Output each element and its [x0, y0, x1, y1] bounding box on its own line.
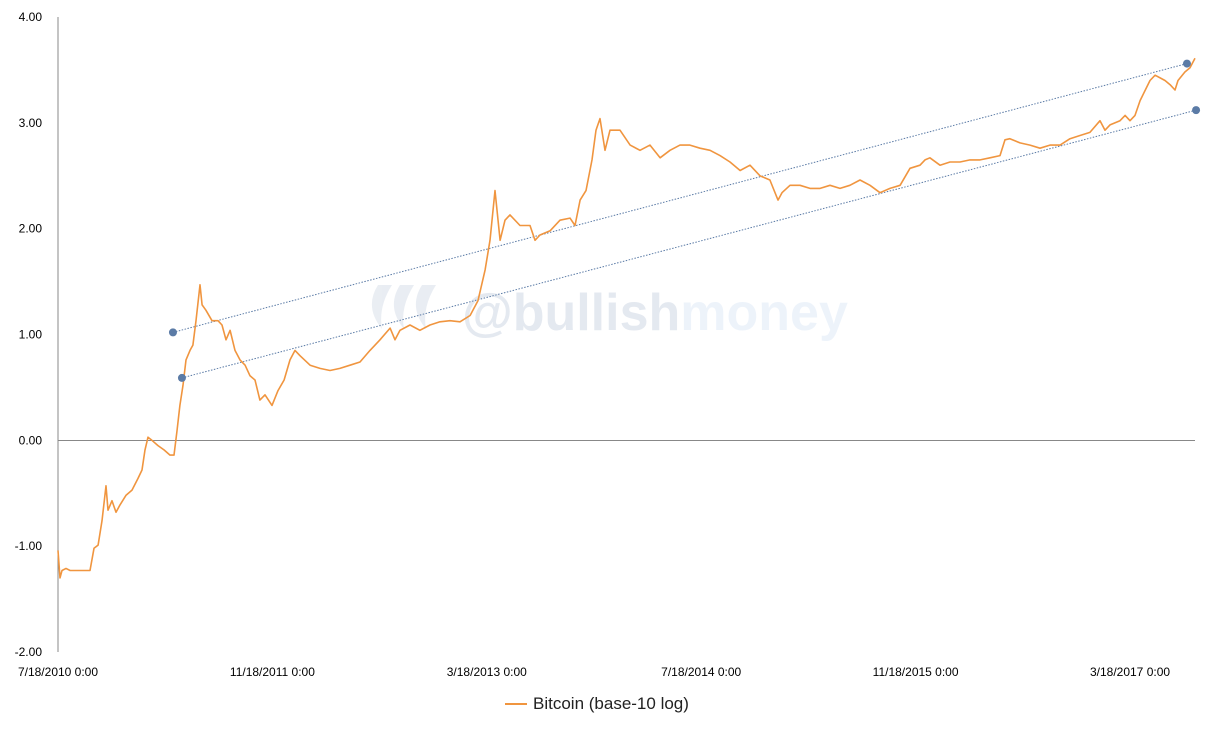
legend: Bitcoin (base-10 log) — [505, 694, 689, 714]
y-tick-label: 0.00 — [19, 433, 43, 447]
legend-label-bitcoin: Bitcoin (base-10 log) — [533, 694, 689, 713]
x-tick-label: 7/18/2010 0:00 — [18, 665, 98, 679]
trendline-upper — [172, 63, 1188, 333]
x-tick-label: 11/18/2011 0:00 — [230, 665, 315, 679]
y-tick-label: 1.00 — [19, 328, 43, 342]
watermark-suffix: money — [680, 284, 848, 342]
svg-text:@bullishmoney: @bullishmoney — [462, 284, 848, 342]
trendline-lower — [181, 109, 1197, 379]
x-tick-label: 7/18/2014 0:00 — [661, 665, 741, 679]
trendline-upper-start-point — [168, 328, 177, 337]
y-tick-label: 3.00 — [19, 116, 43, 130]
trendline-upper-end-point — [1182, 59, 1191, 68]
bitcoin-series-line — [57, 57, 1196, 579]
y-tick-label: 4.00 — [19, 10, 43, 24]
steem-logo-icon — [371, 285, 436, 329]
trendline-lower-start-point — [177, 373, 186, 382]
watermark-prefix: @bullish — [462, 284, 680, 342]
y-tick-label: 2.00 — [19, 222, 43, 236]
trendline-lower-end-point — [1192, 106, 1201, 115]
watermark: @bullishmoney — [371, 284, 848, 342]
y-tick-label: -2.00 — [15, 645, 43, 659]
x-tick-label: 3/18/2017 0:00 — [1090, 665, 1170, 679]
x-tick-label: 11/18/2015 0:00 — [873, 665, 959, 679]
y-tick-label: -1.00 — [15, 539, 43, 553]
legend-swatch-bitcoin — [505, 703, 527, 705]
x-tick-label: 3/18/2013 0:00 — [447, 665, 527, 679]
